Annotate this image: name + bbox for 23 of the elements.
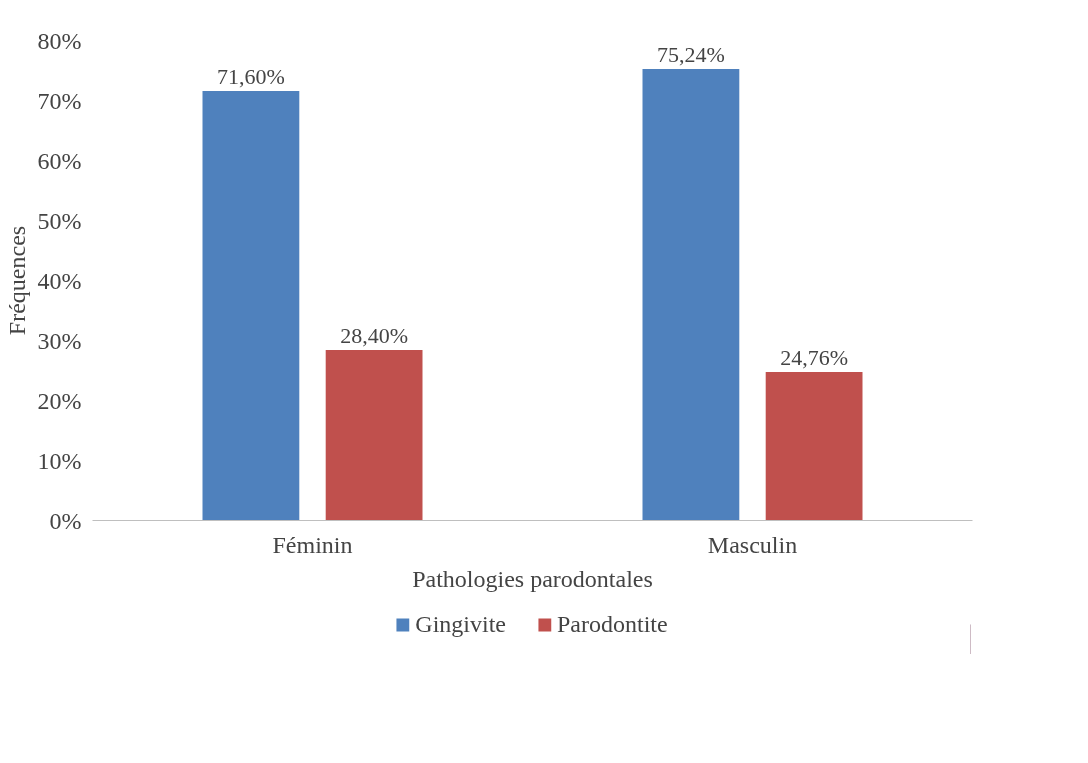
y-tick-label: 70% <box>37 87 82 114</box>
y-tick-label: 50% <box>37 207 82 234</box>
data-label: 28,40% <box>340 323 409 349</box>
bar <box>202 90 300 521</box>
y-tick-label: 10% <box>37 447 82 474</box>
y-tick-label: 0% <box>49 507 82 534</box>
y-tick-label: 20% <box>37 387 82 414</box>
y-tick-label: 40% <box>37 267 82 294</box>
data-label: 71,60% <box>216 63 285 89</box>
x-tick-label: Masculin <box>707 531 798 558</box>
y-tick-label: 60% <box>37 147 82 174</box>
y-tick-label: 80% <box>37 27 82 54</box>
y-axis-title: Fréquences <box>3 225 30 336</box>
bar <box>642 69 740 521</box>
bar <box>765 371 863 521</box>
x-tick-label: Féminin <box>272 531 353 558</box>
x-axis-title: Pathologies parodontales <box>412 565 653 592</box>
legend-label: Parodontite <box>557 610 668 638</box>
bar <box>325 350 423 521</box>
legend-label: Gingivite <box>415 610 506 638</box>
data-label: 24,76% <box>780 344 849 370</box>
y-tick-label: 30% <box>37 327 82 354</box>
data-label: 75,24% <box>656 42 725 68</box>
